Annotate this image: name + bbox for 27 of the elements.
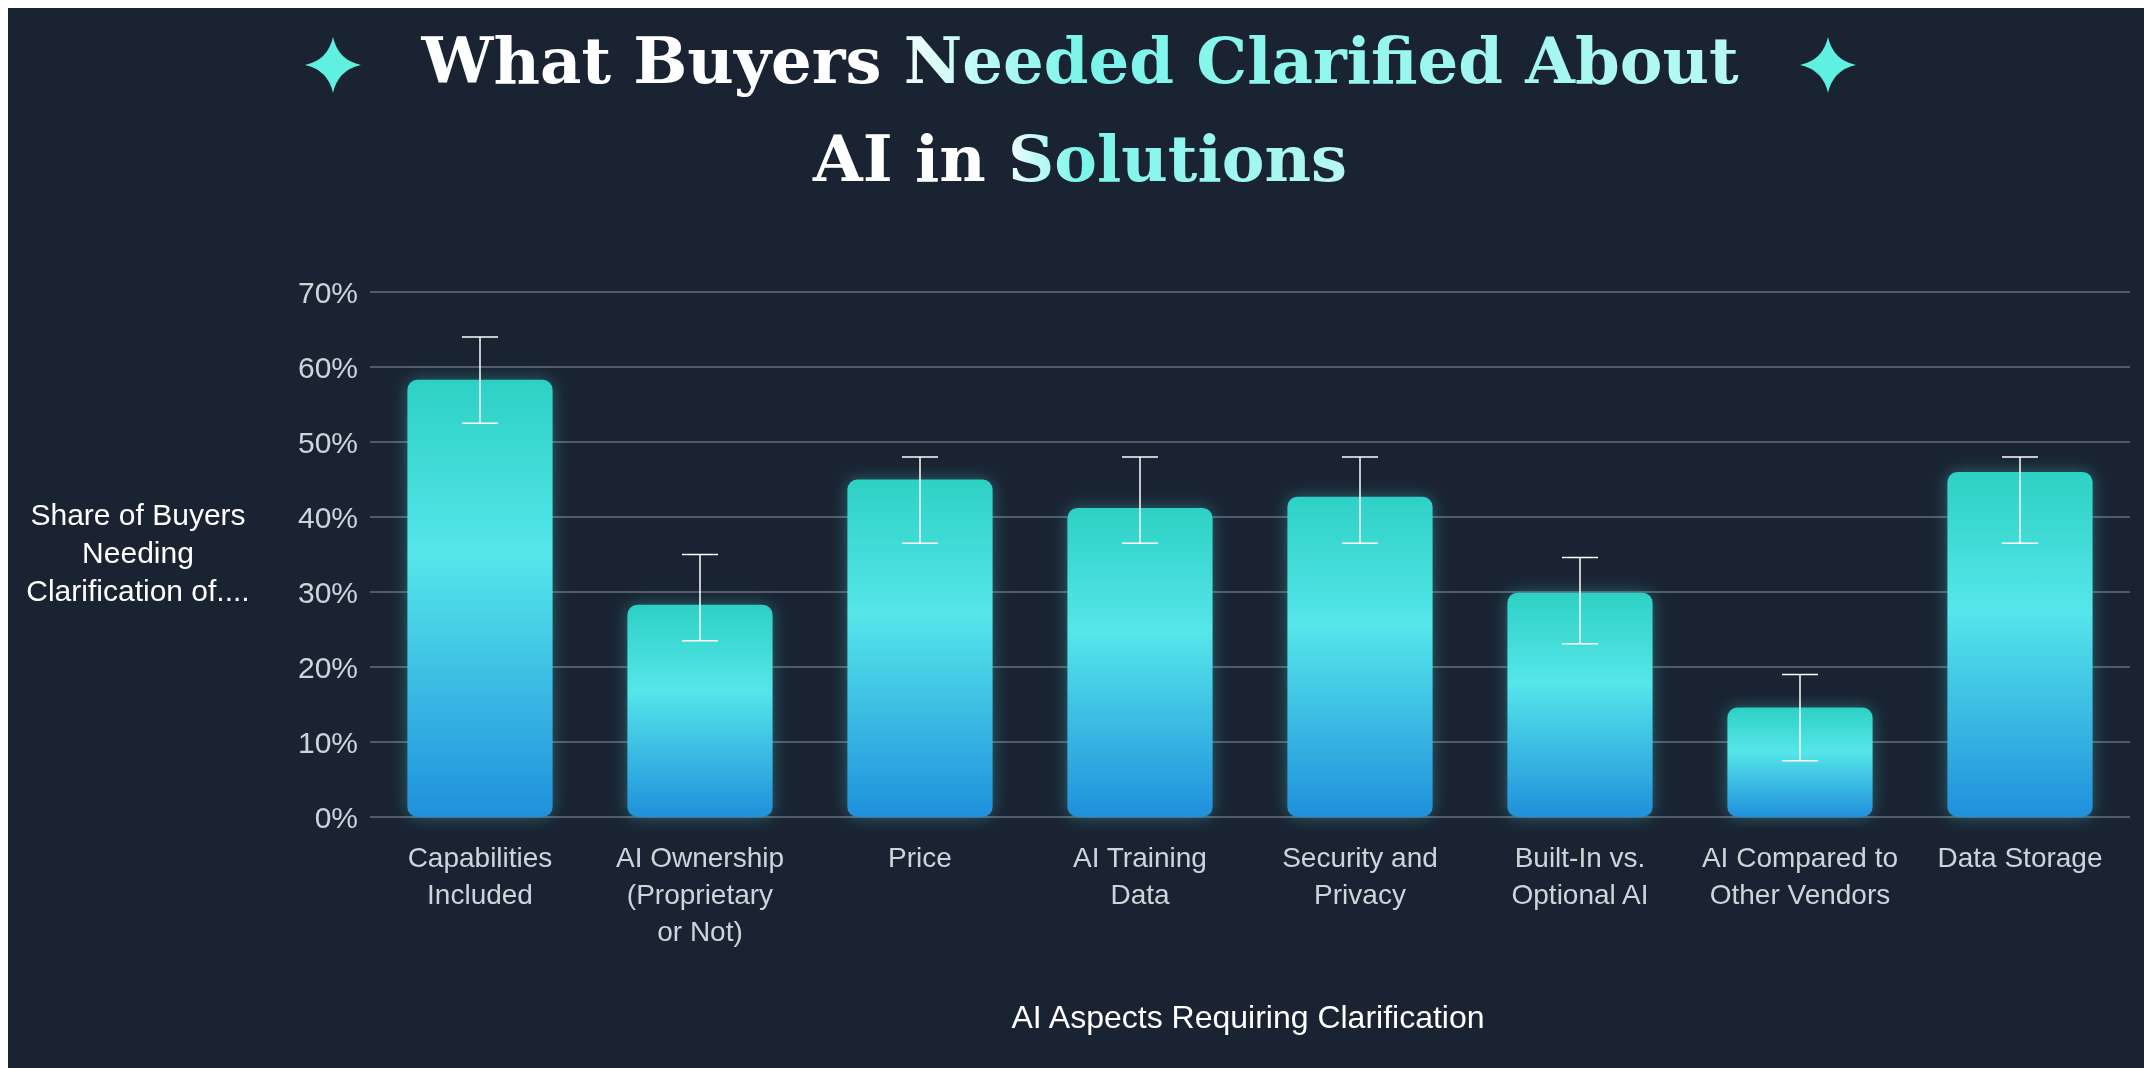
y-tick-label: 60% (297, 350, 358, 384)
x-tick-label: Security and Privacy (1282, 842, 1438, 910)
x-tick-label: Built-In vs. Optional AI (1511, 842, 1649, 910)
y-tick-label: 70% (297, 275, 358, 309)
y-tick-label: 20% (297, 650, 358, 684)
chart-title: What Buyers Needed Clarified About AI in Solutions (420, 23, 1739, 196)
bar (1947, 472, 2093, 817)
bar (1067, 508, 1213, 817)
x-tick-label: AI Ownership (Proprietary or Not) (615, 842, 785, 947)
bar (1727, 707, 1873, 817)
bar (407, 379, 553, 817)
y-axis-title: Share of Buyers Needing Clarification of.... (26, 498, 250, 607)
x-tick-label: AI Training Data (1073, 842, 1207, 910)
y-tick-label: 30% (297, 575, 358, 609)
y-tick-label: 10% (297, 725, 358, 759)
y-tick-label: 40% (297, 500, 358, 534)
bar (627, 604, 773, 817)
bar (847, 479, 993, 817)
y-tick-label: 0% (314, 800, 358, 834)
x-tick-label: Capabilities Included (407, 842, 553, 910)
bar (1287, 496, 1433, 817)
x-tick-label: Data Storage (1937, 842, 2103, 873)
bar (1507, 592, 1653, 817)
x-axis-title: AI Aspects Requiring Clarification (1011, 999, 1485, 1035)
x-tick-label: Price (888, 842, 952, 873)
x-tick-label: AI Compared to Other Vendors (1701, 842, 1899, 910)
y-tick-label: 50% (297, 425, 358, 459)
